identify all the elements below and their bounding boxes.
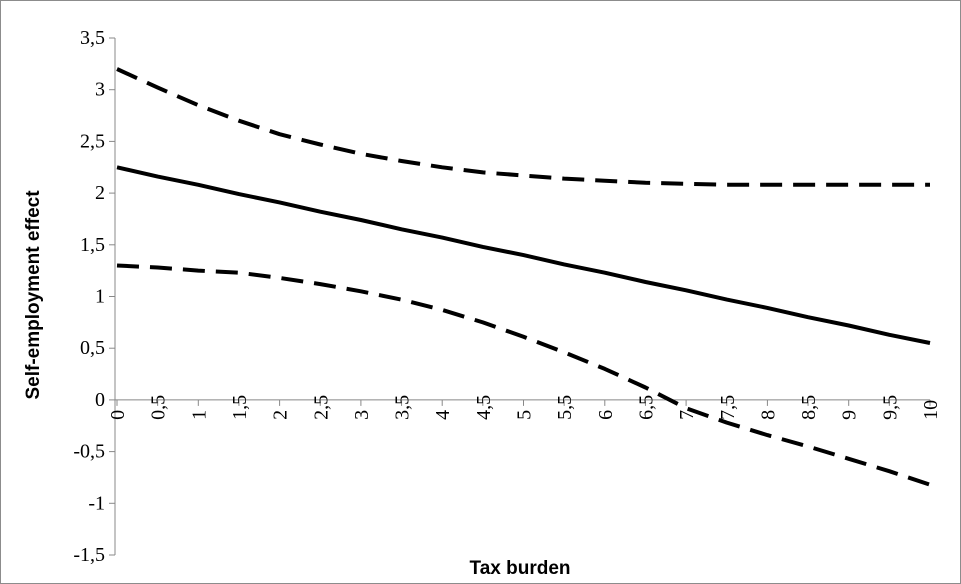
x-tick-label: 10 <box>920 400 942 420</box>
series-group <box>116 67 931 487</box>
x-tick-label: 7,5 <box>717 395 739 420</box>
x-tick-label: 0,5 <box>148 395 170 420</box>
y-tick-label: -0,5 <box>73 441 105 463</box>
y-tick-label: -1,5 <box>73 544 105 566</box>
x-tick-label: 1 <box>188 410 210 420</box>
series-line-estimate <box>116 165 931 345</box>
y-tick-label: 2,5 <box>80 130 105 152</box>
x-tick-label: 9,5 <box>879 395 901 420</box>
x-tick-label: 3,5 <box>392 395 414 420</box>
y-tick-label: -1 <box>88 492 105 514</box>
y-tick-label: 0 <box>95 389 105 411</box>
x-tick-label: 9 <box>839 410 861 420</box>
x-tick-label: 8 <box>757 410 779 420</box>
x-tick-label: 5,5 <box>554 395 576 420</box>
tick-labels: -1,5 -1 -0,5 0 0,5 1 1,5 2 2,5 3 3,5 0 0,5 1 1,5 2 2,5 3 3… <box>73 27 942 566</box>
x-tick-label: 2 <box>270 410 292 420</box>
x-tick-label: 5 <box>514 410 536 420</box>
x-tick-label: 1,5 <box>229 395 251 420</box>
series-line-bound-2 <box>116 263 931 487</box>
x-tick-label: 7 <box>676 410 698 420</box>
x-tick-label: 4 <box>432 410 454 420</box>
x-tick-label: 3 <box>351 410 373 420</box>
y-tick-label: 1,5 <box>80 234 105 256</box>
series-line-bound-1 <box>116 67 930 187</box>
y-axis-title: Self-employment effect <box>23 190 44 400</box>
x-tick-label: 8,5 <box>798 395 820 420</box>
y-tick-label: 0,5 <box>80 337 105 359</box>
axes <box>109 37 931 556</box>
x-tick-label: 4,5 <box>473 395 495 420</box>
x-axis-title: Tax burden <box>470 558 571 579</box>
y-tick-label: 3 <box>95 79 105 101</box>
y-tick-label: 1 <box>95 286 105 308</box>
x-tick-label: 2,5 <box>310 395 332 420</box>
y-tick-label: 2 <box>95 182 105 204</box>
x-tick-label: 0 <box>107 410 129 420</box>
x-tick-label: 6,5 <box>635 395 657 420</box>
x-tick-label: 6 <box>595 410 617 420</box>
y-tick-label: 3,5 <box>80 27 105 49</box>
